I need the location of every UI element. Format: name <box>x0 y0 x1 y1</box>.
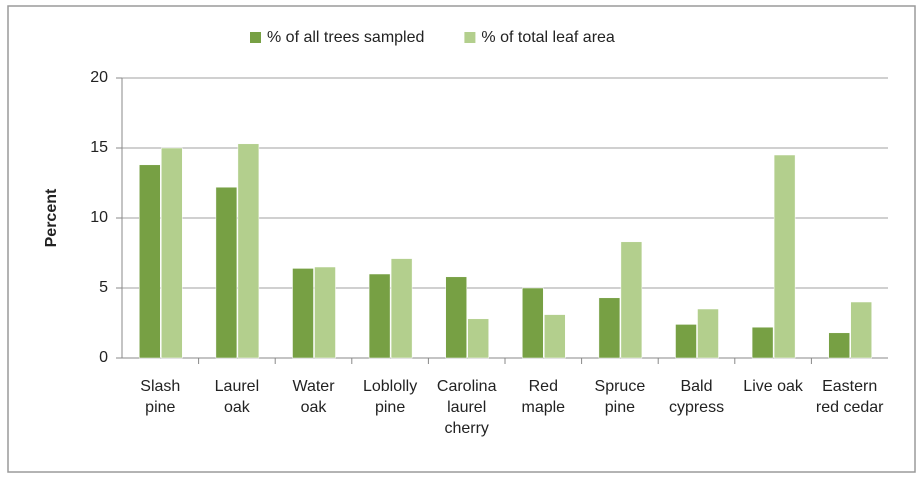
bar <box>598 297 621 359</box>
bar <box>390 258 413 359</box>
x-tick-label: Water oak <box>292 378 335 416</box>
x-tick-label: Red maple <box>521 378 566 416</box>
bar <box>620 241 643 359</box>
bar <box>314 266 336 359</box>
legend-swatch <box>250 32 261 43</box>
y-tick-label: 0 <box>99 349 108 366</box>
bar <box>522 287 544 359</box>
x-tick-label: Carolina laurel cherry <box>436 378 497 437</box>
y-tick-label: 10 <box>90 209 108 226</box>
bar <box>697 308 719 359</box>
y-axis-title: Percent <box>43 188 60 247</box>
x-tick-label: Spruce pine <box>594 378 646 416</box>
y-tick-label: 20 <box>90 69 108 86</box>
bar <box>544 314 566 359</box>
bar <box>850 301 872 359</box>
bar <box>368 273 391 359</box>
bar <box>237 143 260 359</box>
x-tick-label: Bald cypress <box>668 378 725 416</box>
bar <box>751 326 774 359</box>
x-tick-label: Laurel oak <box>214 378 260 416</box>
bar <box>139 164 161 359</box>
bar <box>215 186 238 359</box>
bar <box>161 147 183 359</box>
bar <box>445 276 467 359</box>
legend-swatch <box>464 32 476 43</box>
x-tick-label: Eastern red cedar <box>815 378 884 416</box>
x-tick-label: Slash pine <box>140 378 181 416</box>
x-tick-label: Loblolly pine <box>362 378 418 416</box>
x-tick-label: Live oak <box>743 378 803 395</box>
bar <box>467 318 489 359</box>
legend-label: % of all trees sampled <box>267 29 424 46</box>
y-tick-label: 5 <box>99 279 108 296</box>
legend-label: % of total leaf area <box>481 29 615 46</box>
bar <box>675 324 697 359</box>
y-tick-label: 15 <box>90 139 108 156</box>
bar <box>292 268 314 359</box>
bar <box>828 332 850 359</box>
bar <box>773 154 796 359</box>
